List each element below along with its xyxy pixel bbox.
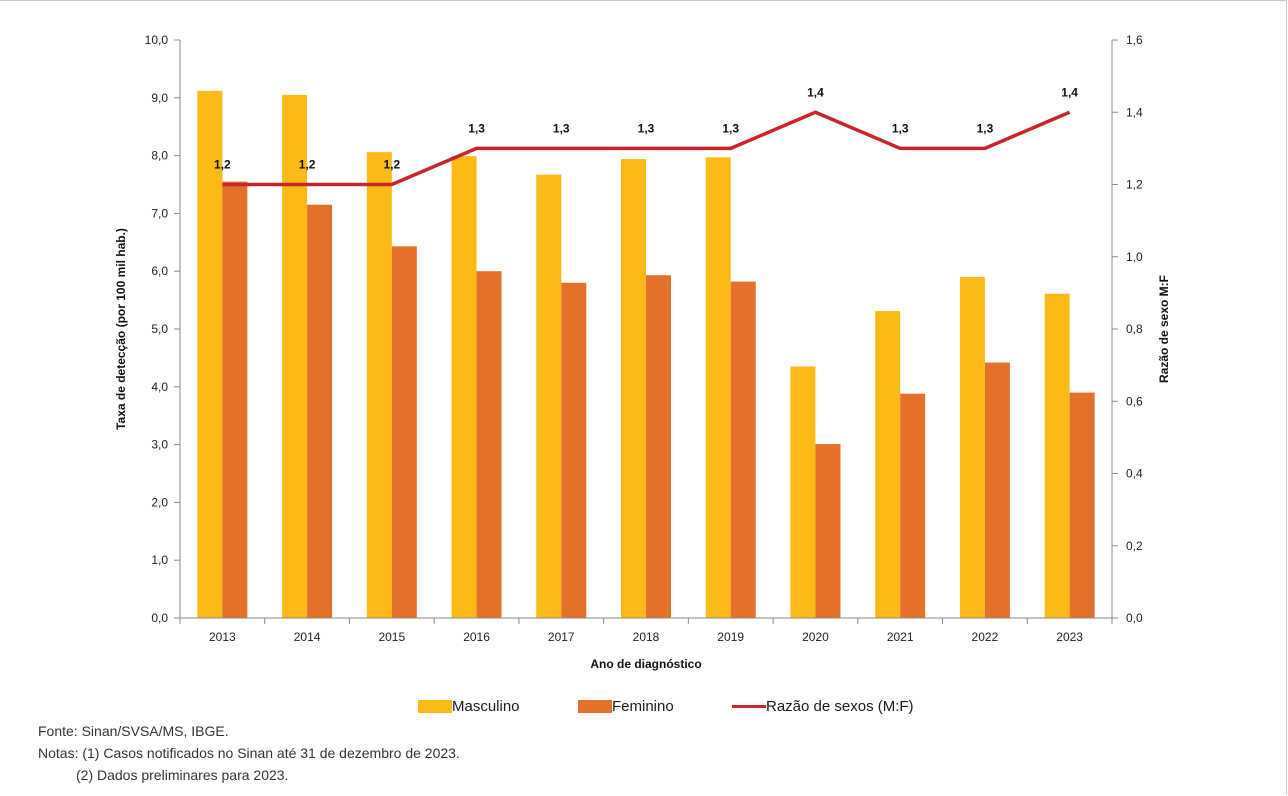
- note-1: Notas: (1) Casos notificados no Sinan at…: [38, 745, 460, 761]
- bar-feminino-2020: [815, 444, 841, 618]
- x-tick-label: 2014: [294, 630, 321, 644]
- y-tick-label-left: 6,0: [151, 264, 168, 278]
- legend-label-feminino: Feminino: [612, 697, 674, 715]
- bar-masculino-2023: [1044, 293, 1070, 618]
- x-tick-label: 2013: [209, 630, 236, 644]
- y-tick-label-right: 1,2: [1126, 178, 1143, 192]
- bar-feminino-2021: [900, 393, 926, 618]
- data-label-razao: 1,2: [299, 158, 316, 172]
- legend-item-masculino: Masculino: [418, 694, 520, 718]
- line-razao-sexos: [222, 110, 1071, 187]
- y-tick-label-right: 0,0: [1126, 611, 1143, 625]
- y-tick-label-right: 0,6: [1126, 394, 1143, 408]
- bar-feminino-2016: [476, 271, 502, 618]
- y-tick-label-left: 2,0: [151, 495, 168, 509]
- bar-masculino-2019: [705, 157, 731, 619]
- bar-feminino-2014: [307, 204, 333, 619]
- bar-masculino-2018: [621, 159, 646, 618]
- legend-item-feminino: Feminino: [578, 694, 674, 718]
- bar-masculino-2016: [451, 156, 477, 619]
- y-tick-label-right: 1,4: [1126, 105, 1143, 119]
- x-tick-label: 2023: [1056, 630, 1083, 644]
- legend-swatch-masculino: [418, 699, 452, 713]
- legend-swatch-feminino: [578, 699, 612, 713]
- y-tick-label-right: 0,4: [1126, 467, 1143, 481]
- legend-line-razao: [732, 704, 766, 708]
- bar-masculino-2015: [366, 152, 392, 618]
- bar-feminino-2018: [646, 275, 671, 618]
- y-tick-label-left: 8,0: [151, 149, 168, 163]
- x-axis-title: Ano de diagnóstico: [590, 657, 701, 671]
- bar-feminino-2019: [730, 281, 756, 618]
- y-tick-label-right: 0,8: [1126, 322, 1143, 336]
- bar-masculino-2020: [790, 366, 816, 618]
- y-tick-label-right: 1,6: [1126, 33, 1143, 47]
- y-tick-label-left: 3,0: [151, 438, 168, 452]
- data-label-razao: 1,3: [638, 121, 655, 135]
- legend-label-masculino: Masculino: [452, 697, 520, 715]
- bar-feminino-2017: [561, 282, 587, 618]
- data-label-razao: 1,3: [892, 121, 909, 135]
- x-tick-label: 2018: [633, 630, 660, 644]
- y-tick-label-left: 0,0: [151, 611, 168, 625]
- notes: Fonte: Sinan/SVSA/MS, IBGE. Notas: (1) C…: [38, 720, 460, 786]
- legend: Masculino Feminino Razão de sexos (M:F): [0, 694, 1288, 718]
- x-tick-label: 2022: [972, 630, 999, 644]
- y-tick-label-left: 1,0: [151, 553, 168, 567]
- y-tick-label-right: 0,2: [1126, 539, 1143, 553]
- chart: 0,0 1,0 2,0 3,0 4,0 5,0 6,0 7,0 8,0 9,0 10,0 0,0 0,2…: [114, 33, 1171, 671]
- bar-feminino-2013: [222, 181, 248, 619]
- data-label-razao: 1,4: [807, 85, 824, 99]
- y-tick-label-right: 1,0: [1126, 250, 1143, 264]
- legend-label-razao: Razão de sexos (M:F): [766, 697, 914, 715]
- bar-masculino-2022: [959, 276, 985, 618]
- bar-feminino-2023: [1069, 392, 1095, 618]
- data-label-razao: 1,2: [214, 158, 231, 172]
- y-tick-label-left: 10,0: [145, 33, 169, 47]
- data-label-razao: 1,3: [977, 121, 994, 135]
- x-tick-label: 2015: [378, 630, 405, 644]
- bar-feminino-2022: [984, 362, 1010, 618]
- data-label-razao: 1,4: [1061, 85, 1078, 99]
- data-label-razao: 1,2: [383, 158, 400, 172]
- y-axis-title-right: Razão de sexo M:F: [1157, 275, 1171, 383]
- source-note: Fonte: Sinan/SVSA/MS, IBGE.: [38, 723, 229, 739]
- data-label-razao: 1,3: [468, 121, 485, 135]
- x-tick-label: 2016: [463, 630, 490, 644]
- x-tick-label: 2017: [548, 630, 575, 644]
- y-tick-label-left: 5,0: [151, 322, 168, 336]
- note-2: (2) Dados preliminares para 2023.: [76, 767, 289, 783]
- legend-item-razao: Razão de sexos (M:F): [732, 694, 914, 718]
- x-tick-label: 2019: [717, 630, 744, 644]
- y-tick-label-left: 9,0: [151, 91, 168, 105]
- data-label-razao: 1,3: [722, 121, 739, 135]
- x-tick-label: 2020: [802, 630, 829, 644]
- x-tick-label: 2021: [887, 630, 914, 644]
- y-tick-label-left: 7,0: [151, 206, 168, 220]
- data-label-razao: 1,3: [553, 121, 570, 135]
- bar-masculino-2013: [197, 90, 223, 618]
- bar-masculino-2014: [282, 94, 308, 618]
- bar-masculino-2021: [875, 311, 901, 618]
- y-tick-label-left: 4,0: [151, 380, 168, 394]
- bar-feminino-2015: [391, 246, 417, 618]
- bar-masculino-2017: [536, 174, 562, 618]
- y-axis-title-left: Taxa de detecção (por 100 mil hab.): [114, 228, 128, 430]
